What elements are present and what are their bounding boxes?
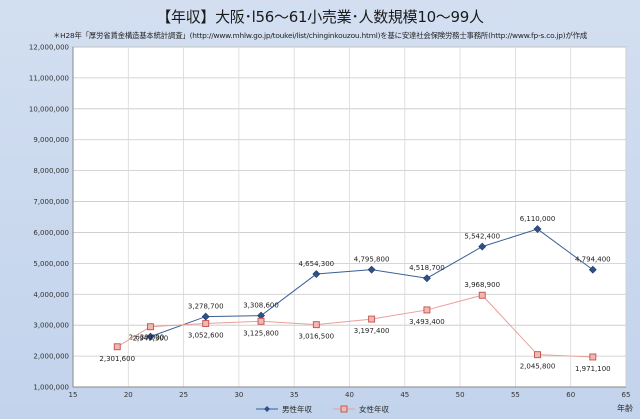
data-label-female: 2,301,600 (99, 355, 135, 363)
x-tick-label: 25 (179, 391, 188, 399)
data-point-female (478, 291, 486, 299)
data-label-female: 3,052,600 (188, 332, 224, 340)
data-label-male: 4,654,300 (298, 260, 334, 268)
data-label-female: 3,197,400 (354, 327, 390, 335)
x-tick-label: 30 (234, 391, 243, 399)
legend-label-male: 男性年収 (282, 404, 312, 414)
data-point-male (588, 265, 597, 274)
x-tick-label: 35 (290, 391, 299, 399)
data-point-male (422, 274, 431, 283)
data-label-male: 3,278,700 (188, 303, 224, 311)
x-tick-label: 60 (566, 391, 575, 399)
data-point-male (367, 265, 376, 274)
data-label-male: 5,542,400 (464, 233, 500, 241)
data-label-female: 2,949,300 (133, 335, 169, 343)
data-label-female: 3,016,500 (298, 333, 334, 341)
data-label-female: 3,493,400 (409, 318, 445, 326)
data-point-female (146, 323, 154, 331)
chart-subtitle: ＊H28年「厚労省賃金構造基本統計調査」(http://www.mhlw.go.… (52, 31, 588, 40)
data-label-female: 3,125,800 (243, 329, 279, 337)
data-point-female (113, 343, 121, 351)
data-label-male: 4,518,700 (409, 264, 445, 272)
y-tick-label: 3,000,000 (33, 322, 69, 330)
data-label-male: 4,795,800 (354, 256, 390, 264)
x-tick-label: 45 (400, 391, 409, 399)
chart-title: 【年収】大阪･l56～61小売業･人数規模10～99人 (156, 8, 484, 26)
x-tick-label: 15 (69, 391, 78, 399)
data-label-female: 2,045,800 (520, 363, 556, 371)
data-label-male: 3,308,600 (243, 302, 279, 310)
y-tick-label: 5,000,000 (33, 260, 69, 268)
x-tick-label: 55 (511, 391, 520, 399)
x-tick-label: 40 (345, 391, 354, 399)
x-tick-label: 65 (622, 391, 631, 399)
series-line-female (116, 294, 593, 358)
y-tick-label: 8,000,000 (33, 167, 69, 175)
x-axis-label: 年齢 (617, 403, 633, 413)
data-point-female (257, 317, 265, 325)
y-tick-label: 4,000,000 (33, 291, 69, 299)
data-point-female (589, 353, 597, 361)
data-label-male: 2,630,000 (129, 334, 165, 342)
data-point-male (201, 312, 210, 321)
y-tick-label: 7,000,000 (33, 198, 69, 206)
data-label-female: 1,971,100 (575, 365, 611, 373)
data-point-female (423, 306, 431, 314)
data-label-female: 3,968,900 (464, 281, 500, 289)
data-point-male (146, 332, 155, 341)
y-tick-label: 2,000,000 (33, 353, 69, 361)
data-point-male (533, 225, 542, 233)
y-tick-label: 12,000,000 (29, 44, 69, 52)
data-label-male: 4,794,400 (575, 256, 611, 264)
y-tick-label: 6,000,000 (33, 229, 69, 237)
x-tick-label: 20 (124, 391, 133, 399)
data-point-male (312, 270, 321, 278)
y-tick-label: 10,000,000 (29, 105, 69, 113)
y-tick-label: 9,000,000 (33, 136, 69, 144)
y-tick-label: 1,000,000 (33, 384, 69, 392)
data-point-male (478, 242, 487, 251)
legend-marker-male (264, 406, 270, 412)
y-tick-label: 11,000,000 (29, 74, 69, 82)
data-label-male: 6,110,000 (520, 215, 556, 223)
legend-label-female: 女性年収 (359, 404, 389, 414)
data-point-female (534, 351, 541, 359)
data-point-female (202, 320, 210, 328)
data-point-female (312, 321, 320, 329)
legend-marker-female (340, 405, 348, 413)
data-point-female (368, 315, 376, 323)
x-tick-label: 50 (456, 391, 465, 399)
